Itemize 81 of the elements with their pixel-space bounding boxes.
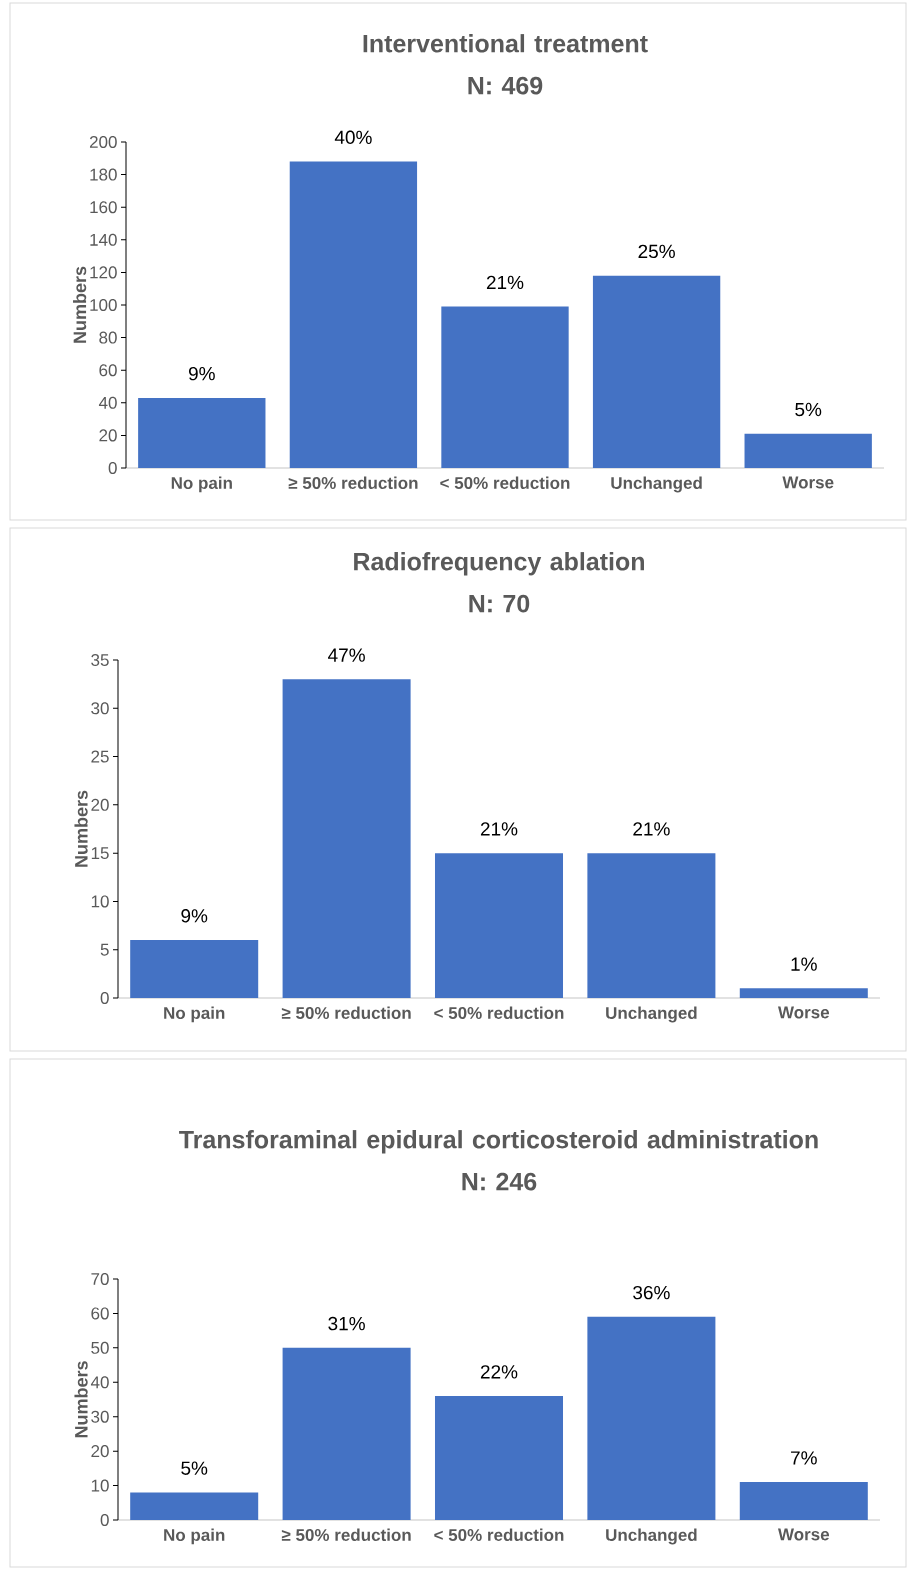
- x-tick-label: Worse: [777, 1528, 830, 1541]
- x-tick-label: Unchanged: [606, 1528, 697, 1545]
- x-tick-label: Worse: [777, 1006, 830, 1019]
- bar: [441, 306, 569, 468]
- bar: [138, 397, 266, 468]
- y-tick-label: 140: [90, 233, 117, 246]
- y-tick-label: 10: [91, 895, 109, 908]
- chart-subtitle: N: 70: [469, 594, 530, 613]
- annotation: 9%: [188, 366, 215, 381]
- x-tick-label: Unchanged: [606, 1006, 697, 1023]
- x-tick-label: ≥ 50% reduction: [281, 1006, 411, 1020]
- bar: [739, 1482, 868, 1520]
- annotation: 47%: [328, 648, 365, 662]
- x-tick-label: No pain: [171, 476, 232, 493]
- y-tick-label: 60: [91, 1307, 109, 1320]
- bar: [744, 433, 872, 468]
- y-tick-label: 10: [91, 1479, 109, 1492]
- y-tick-label: 40: [90, 1376, 109, 1389]
- bar: [592, 275, 721, 468]
- y-tick-label: 100: [90, 298, 117, 312]
- annotation: 9%: [181, 909, 208, 923]
- x-tick-label: No pain: [164, 1528, 225, 1545]
- x-tick-label: ≥ 50% reduction: [288, 476, 418, 490]
- y-tick-label: 70: [91, 1272, 109, 1286]
- annotation: 36%: [633, 1285, 670, 1300]
- chart-title: Interventional treatment: [363, 34, 648, 53]
- y-tick-label: 160: [90, 201, 117, 214]
- x-tick-label: < 50% reduction: [440, 476, 570, 490]
- chart-subtitle: N: 469: [468, 76, 543, 95]
- x-tick-label: Unchanged: [611, 476, 702, 493]
- y-tick-label: 20: [91, 1445, 109, 1458]
- annotation: 22%: [480, 1365, 518, 1379]
- x-tick-label: < 50% reduction: [434, 1528, 564, 1542]
- chart-subtitle: N: 246: [462, 1172, 537, 1191]
- y-tick-label: 0: [108, 461, 117, 475]
- y-tick-label: 0: [100, 1513, 109, 1527]
- annotation: 5%: [795, 402, 822, 417]
- y-tick-label: 25: [91, 750, 109, 763]
- y-tick-label: 30: [91, 1410, 109, 1423]
- y-axis-title: Numbers: [73, 266, 87, 343]
- chart-title: Radiofrequency ablation: [354, 552, 644, 576]
- bar: [434, 853, 564, 998]
- annotation: 31%: [328, 1316, 365, 1331]
- annotation: 5%: [181, 1461, 208, 1475]
- y-tick-label: 15: [91, 847, 109, 860]
- annotation: 21%: [633, 822, 670, 836]
- bar: [130, 940, 259, 998]
- y-tick-label: 0: [100, 991, 109, 1005]
- y-tick-label: 35: [91, 653, 109, 667]
- y-axis-title: Numbers: [74, 1361, 88, 1438]
- annotation: 1%: [791, 957, 817, 971]
- bar: [587, 853, 716, 998]
- annotation: 40%: [334, 130, 372, 145]
- x-tick-label: < 50% reduction: [434, 1006, 564, 1020]
- y-tick-label: 20: [91, 798, 109, 811]
- bar: [434, 1396, 564, 1520]
- annotation: 21%: [480, 822, 518, 836]
- bar: [289, 161, 418, 468]
- bar: [587, 1316, 716, 1520]
- y-tick-label: 180: [90, 168, 117, 181]
- y-tick-label: 30: [91, 702, 109, 715]
- bar: [282, 1347, 411, 1520]
- bar: [282, 679, 411, 998]
- x-tick-label: No pain: [164, 1006, 225, 1023]
- y-tick-label: 60: [99, 364, 117, 377]
- chart-title: Transforaminal epidural corticosteroid administration: [179, 1130, 818, 1154]
- annotation: 25%: [638, 244, 675, 259]
- y-tick-label: 40: [98, 396, 117, 409]
- y-tick-label: 50: [91, 1341, 109, 1354]
- y-tick-label: 20: [99, 429, 117, 442]
- y-tick-label: 80: [99, 331, 117, 344]
- y-tick-label: 120: [90, 266, 117, 279]
- bar: [739, 988, 868, 998]
- y-axis-title: Numbers: [74, 790, 88, 867]
- bar: [130, 1492, 259, 1520]
- annotation: 21%: [486, 275, 524, 290]
- y-tick-label: 5: [100, 943, 109, 956]
- x-tick-label: ≥ 50% reduction: [281, 1528, 411, 1542]
- x-tick-label: Worse: [782, 476, 834, 489]
- annotation: 7%: [791, 1451, 817, 1465]
- y-tick-label: 200: [89, 135, 117, 149]
